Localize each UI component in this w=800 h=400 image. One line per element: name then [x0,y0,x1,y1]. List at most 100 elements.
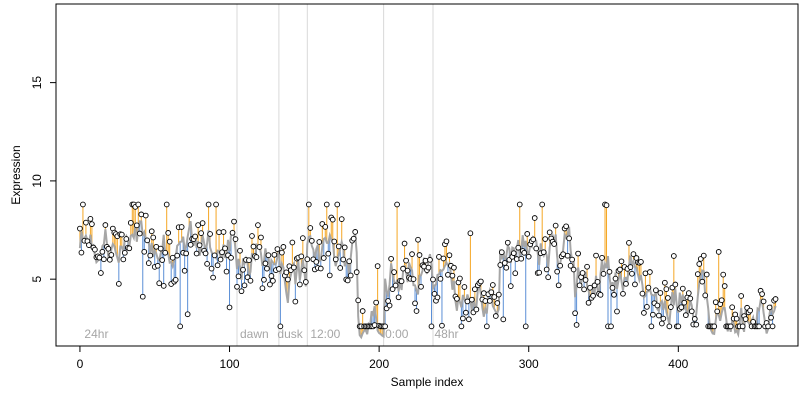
data-point [454,295,460,302]
data-point [388,255,394,262]
data-point [536,269,543,276]
x-tick-label: 0 [77,357,84,371]
data-point [115,280,122,287]
data-point [133,222,140,229]
data-point [478,278,484,285]
data-point [766,304,773,311]
data-point [352,229,359,235]
data-point [359,308,366,314]
data-point [733,315,740,322]
data-point [371,322,378,328]
data-point [699,278,706,285]
data-point [416,252,423,258]
data-point [644,304,650,310]
data-point [172,277,179,283]
data-point [326,272,333,279]
data-point [630,251,637,257]
data-point [344,277,351,284]
data-point [430,276,436,283]
data-point [656,312,662,319]
data-point [274,246,281,252]
data-point [304,256,311,263]
data-point [316,239,323,245]
data-point [138,211,145,218]
data-point [662,279,668,286]
data-point [338,216,345,222]
data-point [597,291,604,298]
data-point [572,310,578,317]
data-point [768,314,774,321]
data-point [715,249,722,255]
data-point [265,252,272,259]
data-point [437,275,444,282]
data-point [186,212,192,218]
data-point [585,299,592,306]
data-point [563,223,569,230]
data-point [428,323,435,330]
data-point [418,283,424,290]
data-point [256,244,263,250]
data-point [590,292,596,299]
data-point [335,243,342,250]
data-point [86,242,92,248]
data-point [77,225,83,232]
data-point [666,323,673,330]
data-point [292,298,299,305]
data-point [627,264,634,270]
data-point [679,285,686,292]
data-point [540,249,547,256]
data-point [102,222,109,228]
data-point [738,293,745,299]
data-point [466,316,472,323]
data-point [422,257,429,264]
data-point [264,265,270,272]
data-point [650,311,656,318]
data-point [159,257,166,263]
data-point [591,282,598,289]
data-point [579,270,586,276]
data-point [163,201,170,208]
data-point [181,267,188,274]
data-point [501,260,508,266]
data-point [389,286,396,293]
data-point [145,260,152,266]
data-point [593,252,599,259]
data-point [495,291,502,298]
data-point [510,250,517,257]
data-point [681,299,688,306]
y-tick-label: 5 [30,276,44,283]
x-axis-title: Sample index [391,375,464,389]
x-tick-label: 400 [668,357,688,371]
data-point [118,231,125,238]
data-point [183,250,189,257]
data-point [280,244,287,250]
data-point [564,252,571,259]
data-point [533,245,540,252]
data-point [582,277,589,283]
data-point [425,264,432,271]
data-point [305,201,312,208]
data-point [386,302,393,309]
data-point [105,245,112,252]
data-point [271,251,278,258]
data-point [395,294,402,301]
data-point [439,322,445,329]
data-point [136,230,143,237]
data-point [135,201,142,208]
data-point [639,290,646,297]
data-point [576,282,583,289]
data-point [449,272,456,279]
data-point [394,201,400,208]
y-tick-label: 10 [30,174,44,188]
data-point [696,261,703,267]
data-point [391,269,397,275]
data-point [87,216,94,222]
data-point [587,284,593,291]
data-point [258,234,264,241]
data-point [187,241,194,248]
data-point [769,323,776,330]
data-point [531,215,538,221]
data-point [261,276,267,283]
data-point [177,323,184,330]
